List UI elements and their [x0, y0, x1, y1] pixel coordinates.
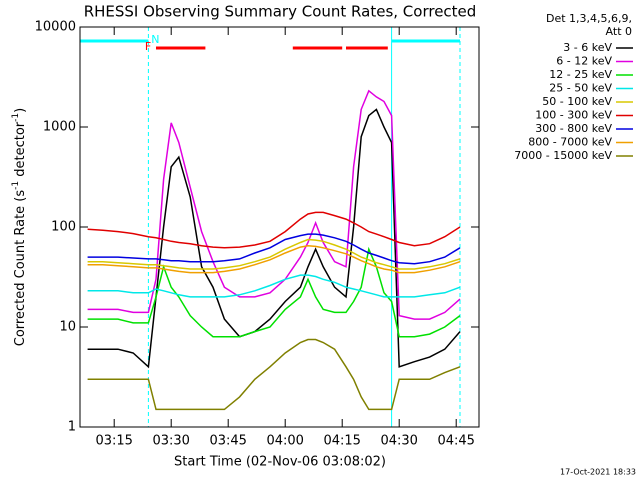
legend-label: 800 - 7000 keV [528, 136, 612, 149]
x-tick-label: 04:45 [437, 434, 474, 449]
y-tick-label: 10000 [35, 20, 76, 35]
x-tick-label: 04:15 [323, 434, 360, 449]
chart-title: RHESSI Observing Summary Count Rates, Co… [84, 3, 477, 21]
y-label-part: Corrected Count Rate (s [13, 190, 28, 347]
y-label-part: detector [13, 121, 28, 181]
series-line [87, 238, 461, 270]
series-line [87, 211, 461, 249]
legend-label: 12 - 25 keV [549, 68, 612, 81]
y-tick-label: 10 [59, 320, 76, 335]
series-line [87, 233, 461, 265]
x-tick-label: 03:30 [152, 434, 189, 449]
legend-header: Det 1,3,4,5,6,9, [546, 12, 632, 25]
y-tick-label: 100 [51, 220, 76, 235]
y-tick-label: 1000 [43, 120, 76, 135]
y-axis-label: Corrected Count Rate (s-1 detector-1) [11, 108, 28, 346]
y-tick-label: 1 [68, 420, 76, 435]
legend-label: 3 - 6 keV [563, 41, 612, 54]
series-line [87, 274, 461, 298]
flag-label: F [145, 40, 151, 53]
legend-label: 6 - 12 keV [556, 55, 612, 68]
series-line [87, 338, 461, 411]
legend-label: 50 - 100 keV [542, 95, 612, 108]
legend-label: 25 - 50 keV [549, 82, 612, 95]
y-label-part: ) [13, 108, 28, 113]
series-line [87, 89, 461, 320]
legend-label: 7000 - 15000 keV [514, 149, 612, 162]
series-line [87, 108, 461, 369]
y-label-sup: -1 [11, 181, 21, 190]
timestamp: 17-Oct-2021 18:33 [560, 468, 636, 477]
legend-header: Att 0 [606, 25, 632, 38]
x-axis-label: Start Time (02-Nov-06 03:08:02) [174, 455, 386, 470]
flag-label: N [151, 33, 159, 46]
legend-label: 300 - 800 keV [535, 122, 612, 135]
x-tick-label: 04:30 [380, 434, 417, 449]
series-line [87, 244, 461, 274]
x-tick-label: 04:00 [266, 434, 303, 449]
legend-label: 100 - 300 keV [535, 109, 612, 122]
x-tick-label: 03:15 [95, 434, 132, 449]
y-label-sup: -1 [11, 113, 21, 122]
x-tick-label: 03:45 [209, 434, 246, 449]
